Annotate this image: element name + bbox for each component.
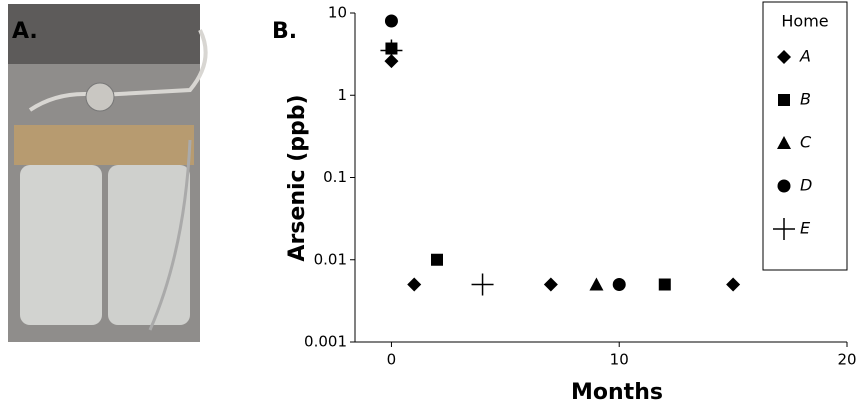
photo: A.	[8, 4, 208, 342]
photo-filter	[108, 165, 190, 325]
x-axis-title: Months	[571, 380, 663, 405]
legend-marker	[773, 218, 795, 240]
x-tick-label: 10	[610, 351, 629, 369]
legend-marker	[777, 50, 791, 64]
x-tick-label: 20	[837, 351, 856, 369]
legend-marker	[778, 94, 790, 106]
photo-valve	[85, 82, 115, 112]
y-tick-label: 0.01	[314, 250, 347, 268]
photo-tube	[28, 29, 208, 112]
photo-shadow	[8, 4, 200, 64]
legend-marker	[777, 179, 791, 193]
legend-label: C	[800, 133, 812, 152]
y-axis-title: Arsenic (ppb)	[285, 94, 310, 261]
panel-label: A.	[12, 19, 38, 44]
legend-box	[762, 1, 848, 271]
legend-label: E	[800, 219, 811, 238]
legend-label: A	[799, 47, 811, 66]
point	[726, 277, 741, 292]
point	[431, 253, 443, 266]
point	[407, 277, 422, 292]
panel-label: B.	[272, 19, 297, 44]
point	[471, 273, 494, 296]
legend-label: D	[800, 176, 812, 195]
photo-bracket	[14, 125, 194, 165]
point	[612, 278, 626, 292]
point	[543, 277, 558, 292]
y-tick-label: 0.001	[304, 333, 347, 351]
x-tick-label: 0	[387, 351, 397, 369]
point	[589, 277, 604, 291]
photo-filter	[20, 165, 102, 325]
point	[384, 14, 398, 28]
legend-marker	[777, 136, 791, 149]
legend-title: Home	[781, 12, 828, 31]
y-tick-label: 10	[328, 4, 347, 22]
point	[658, 278, 671, 291]
legend-label: B	[800, 90, 811, 109]
y-tick-label: 0.1	[323, 168, 347, 186]
photo-tube	[148, 139, 192, 331]
point	[380, 39, 403, 62]
y-tick-label: 1	[337, 86, 347, 104]
